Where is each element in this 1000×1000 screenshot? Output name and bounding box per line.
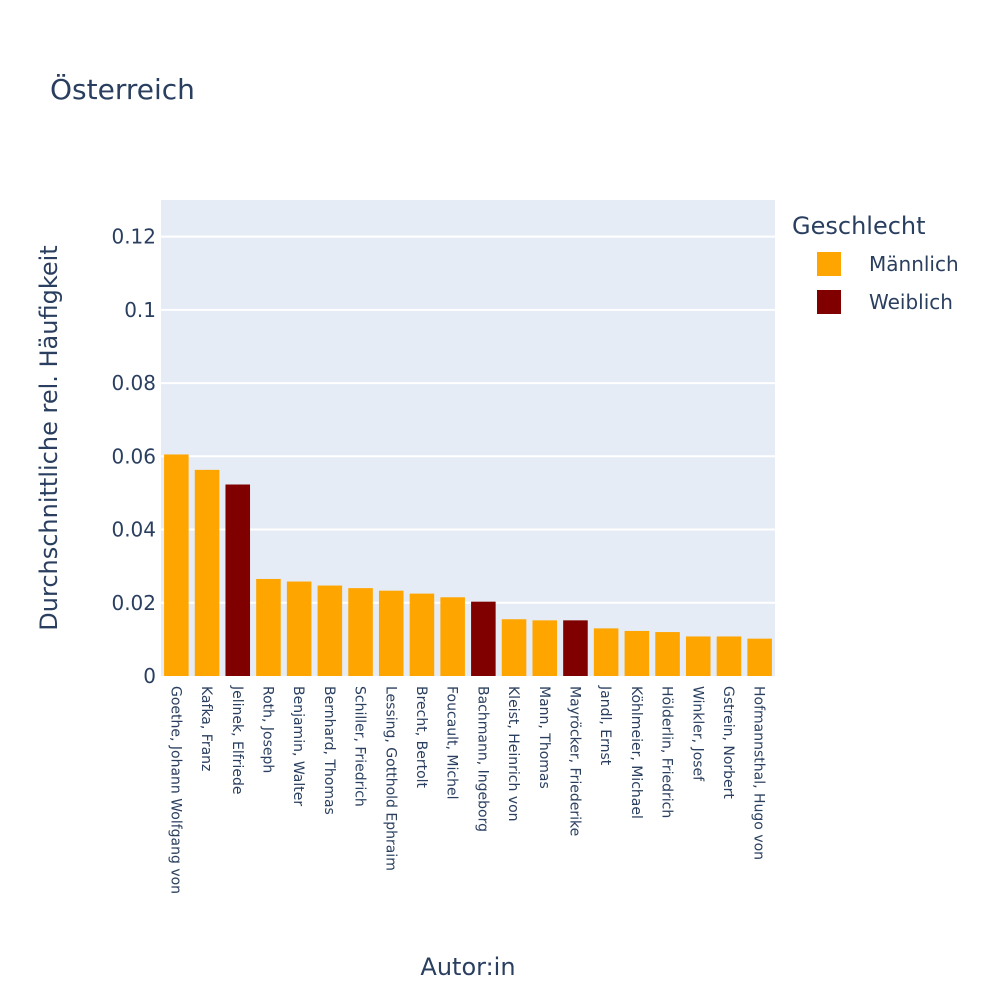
gridlines [161, 235, 775, 604]
x-tick-label: Bachmann, Ingeborg [474, 686, 490, 832]
bar [286, 581, 312, 676]
y-axis-ticks: 0 0.02 0.04 0.06 0.08 0.1 0.12 [111, 225, 156, 688]
y-tick-label: 0.06 [111, 444, 156, 468]
x-tick-label: Gstrein, Norbert [720, 686, 736, 799]
x-axis-ticks: Goethe, Johann Wolfgang von Kafka, Franz J… [167, 685, 766, 894]
bar [256, 578, 281, 676]
chart-title: Österreich [50, 72, 195, 106]
legend-swatch [817, 252, 841, 276]
bar [655, 632, 680, 676]
bar [716, 636, 742, 676]
bar [164, 454, 189, 676]
x-tick-label: Lessing, Gotthold Ephraim [382, 686, 398, 871]
bar [409, 593, 435, 676]
x-tick-label: Jandl, Ernst [597, 685, 613, 766]
bar [532, 620, 558, 676]
x-tick-label: Köhlmeier, Michael [628, 686, 644, 819]
x-tick-label: Jelinek, Elfriede [229, 685, 245, 794]
x-tick-label: Kafka, Franz [198, 686, 214, 771]
bar [563, 620, 588, 676]
x-tick-label: Brecht, Bertolt [413, 686, 429, 789]
y-tick-label: 0.02 [111, 591, 156, 615]
y-tick-label: 0.1 [124, 298, 156, 322]
x-tick-label: Mayröcker, Friederike [566, 686, 582, 836]
bar [471, 601, 496, 676]
y-axis-title: Durchschnittliche rel. Häufigkeit [35, 245, 63, 630]
bar [747, 638, 772, 676]
legend-label: Weiblich [869, 290, 953, 314]
bar [378, 590, 404, 676]
bar [624, 630, 650, 676]
x-tick-label: Goethe, Johann Wolfgang von [167, 686, 183, 894]
y-tick-label: 0 [143, 664, 156, 688]
y-tick-label: 0.08 [111, 371, 156, 395]
x-tick-label: Foucault, Michel [444, 686, 460, 799]
x-axis-title: Autor:in [420, 953, 515, 981]
x-tick-label: Hofmannsthal, Hugo von [751, 686, 767, 860]
x-tick-label: Roth, Joseph [259, 686, 275, 773]
x-tick-label: Mann, Thomas [536, 686, 552, 789]
x-tick-label: Benjamin, Walter [290, 686, 306, 806]
bar [317, 585, 343, 676]
bar [348, 588, 373, 676]
legend: Geschlecht Männlich Weiblich [792, 212, 959, 314]
plot-area [161, 200, 775, 676]
bar [440, 597, 465, 676]
legend-title: Geschlecht [792, 212, 926, 240]
legend-swatch [817, 290, 841, 314]
bar [593, 628, 619, 676]
bars [164, 454, 772, 676]
x-tick-label: Hölderlin, Friedrich [659, 686, 675, 818]
bar [501, 619, 527, 676]
x-tick-label: Kleist, Heinrich von [505, 686, 521, 822]
x-tick-label: Bernhard, Thomas [321, 686, 337, 815]
bar [194, 469, 220, 676]
bar [685, 636, 711, 676]
x-tick-label: Winkler, Josef [689, 686, 705, 782]
bar [225, 484, 251, 676]
y-tick-label: 0.12 [111, 225, 156, 249]
x-tick-label: Schiller, Friedrich [352, 686, 368, 807]
y-tick-label: 0.04 [111, 518, 156, 542]
legend-label: Männlich [869, 252, 959, 276]
